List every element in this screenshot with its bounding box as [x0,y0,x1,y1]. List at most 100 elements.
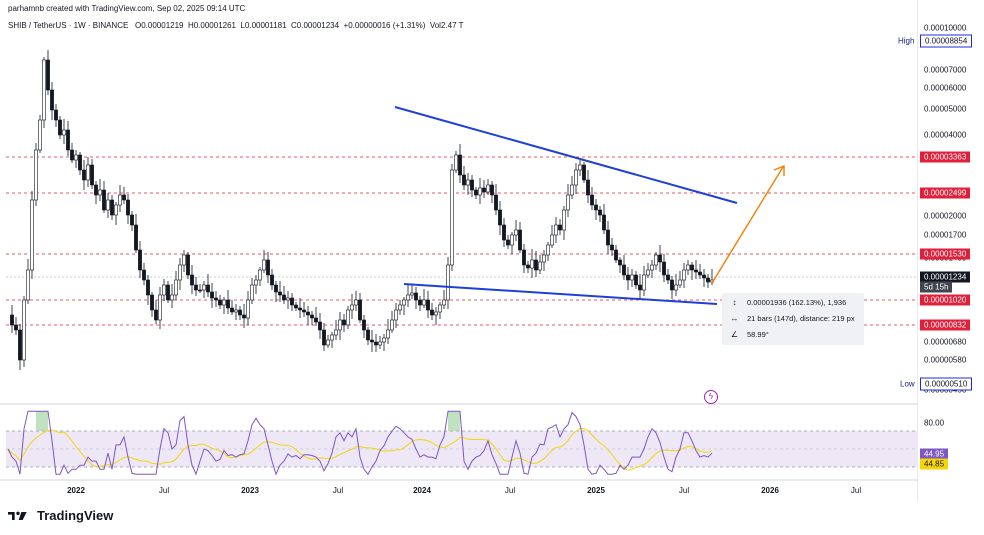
candle-body [602,214,606,231]
ohlc-change: +0.00000016 (+1.31%) [343,21,426,30]
candle-body [50,89,54,111]
angle-icon: ∠ [730,330,739,339]
candle-body [38,119,42,151]
upper-trendline[interactable] [394,106,738,204]
price-chart[interactable] [0,0,918,500]
measure-tooltip: ↕ 0.00001936 (162.13%), 1,936 ↔ 21 bars … [722,293,864,345]
candle-body [550,234,554,246]
candle-body [358,299,362,321]
high-label: High [898,36,915,46]
ohlc-open: O0.00001219 [135,21,184,30]
measure-bars-text: 21 bars (147d), distance: 219 px [747,314,855,323]
candle-body [218,299,222,306]
candle-body [518,229,522,251]
candle-body [266,259,270,276]
candle-body [462,174,466,186]
candle-body [122,194,126,201]
volume-label: Vol2.47 T [429,21,464,30]
candle-body [582,164,586,181]
rsi-ma-badge: 44.85 [920,458,949,470]
time-label-5: Jul [504,486,516,495]
candle-body [270,274,274,286]
candle-body [670,279,674,291]
price-tick-10: 0.00000580 [924,355,967,365]
candle-body [442,299,446,306]
candle-body [614,249,618,261]
projection-arrow[interactable] [711,166,784,284]
candle-body [646,269,650,276]
candle-body [286,297,290,301]
candle-body [690,264,694,271]
candle-body [438,304,442,313]
price-tick-1: 0.00007000 [924,65,967,75]
candle-body [574,169,578,186]
candle-body [314,317,318,323]
candle-body [94,184,98,196]
candle-body [658,254,662,263]
candle-body [134,224,138,251]
candle-body [186,254,190,276]
candle-body [682,269,686,281]
price-tick-9: 0.00000680 [924,337,967,347]
candle-body [626,274,630,281]
rsi-value-badge: 44.95 [920,448,949,460]
candle-body [30,199,34,271]
candle-body [162,284,166,296]
price-tick-4: 0.00004000 [924,130,967,140]
candle-body [594,204,598,211]
candle-body [70,149,74,161]
candle-body [374,341,378,346]
candle-body [242,314,246,319]
price-tick-6: 0.00001700 [924,230,967,240]
candle-body [706,277,710,283]
price-tick-5: 0.00002000 [924,211,967,221]
lower-trendline[interactable] [403,283,718,305]
candle-body [254,279,258,286]
price-axis[interactable]: 0.00010000 0.00007000 0.00006000 0.00005000… [918,0,984,500]
candle-body [450,169,454,266]
ohlc-close: C0.00001234 [291,21,340,30]
vertical-range-icon: ↕ [732,298,737,307]
symbol-name[interactable]: SHIB / TetherUS · 1W · BINANCE [8,21,129,30]
time-label-4: 2024 [413,486,431,495]
candle-body [258,269,262,281]
candle-body [662,261,666,276]
candle-body [630,274,634,281]
candle-body [350,304,354,311]
candle-body [674,284,678,291]
candle-body [398,304,402,311]
time-label-7: Jul [678,486,690,495]
candle-body [34,149,38,201]
candle-body [522,249,526,266]
candle-body [558,224,562,231]
candle-body [498,209,502,226]
level-badge-1: 0.00003363 [920,151,971,163]
candle-body [610,244,614,251]
tradingview-logo[interactable]: TradingView [8,508,113,523]
candle-body [214,297,218,301]
candle-body [502,224,506,241]
candle-body [206,284,210,293]
candle-body [66,129,70,151]
candle-body [430,309,434,316]
candle-body [634,274,638,286]
candle-body [110,199,114,216]
candle-body [546,244,550,256]
candle-body [78,154,82,171]
candle-body [178,264,182,281]
candle-body [418,299,422,306]
candle-body [410,292,414,296]
candle-body [666,274,670,281]
tradingview-logo-icon [8,511,27,520]
candles-group [10,50,714,370]
time-label-0: 2022 [67,486,85,495]
candle-body [154,309,158,321]
candle-body [278,291,282,296]
candle-body [46,59,50,91]
candle-body [86,164,90,181]
candle-body [90,164,94,186]
candle-body [126,199,130,216]
flash-icon[interactable]: ϟ [704,390,718,404]
low-value-badge: 0.00000510 [920,377,973,391]
candle-body [142,269,146,281]
